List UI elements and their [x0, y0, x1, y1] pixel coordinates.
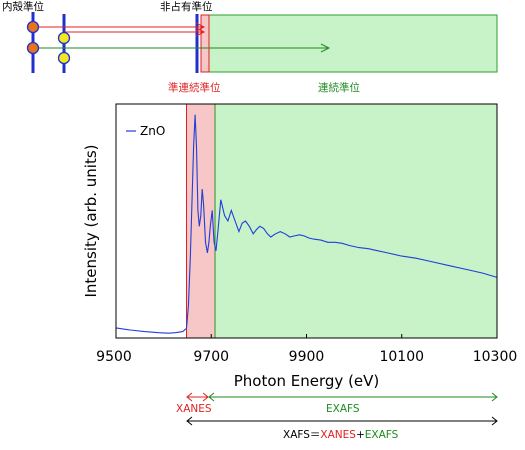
range-annotations: XANES EXAFS XAFS＝XANES+EXAFS — [176, 392, 498, 441]
electron-yellow-2 — [57, 51, 71, 65]
xanes-label: XANES — [176, 403, 212, 415]
x-tick-label-9700: 9700 — [193, 349, 229, 365]
xanes-range-arrow — [186, 392, 209, 402]
exafs-label: EXAFS — [326, 403, 360, 415]
x-tick-label-10100: 10100 — [379, 349, 424, 365]
exafs-region — [214, 103, 498, 339]
core-electron-orange-2 — [26, 41, 40, 55]
excitation-arrow-red — [33, 22, 206, 37]
energy-level-diagram: 内殻準位 非占有準位 準連続準位 連続準位 — [2, 0, 498, 94]
excitation-arrow-green — [33, 43, 331, 53]
zno-series-line — [115, 114, 498, 334]
quasi-continuum-label: 準連続準位 — [168, 81, 221, 94]
xafs-plus: + — [356, 429, 365, 441]
x-tick-label-9900: 9900 — [289, 349, 325, 365]
xafs-equals: ＝ — [310, 429, 321, 441]
xafs-exafs-term: EXAFS — [365, 429, 399, 441]
xafs-range-arrow — [186, 416, 498, 426]
electron-yellow-1 — [57, 31, 71, 45]
unoccupied-level-label: 非占有準位 — [160, 0, 213, 13]
core-electron-orange-1 — [26, 20, 40, 34]
continuum-label: 連続準位 — [318, 81, 360, 94]
core-level-label: 内殻準位 — [2, 0, 44, 13]
xafs-xanes-term: XANES — [320, 429, 356, 441]
xafs-equation: XAFS＝XANES+EXAFS — [283, 429, 399, 441]
y-axis-label: Intensity (arb. units) — [82, 144, 100, 297]
region-shading — [185, 103, 498, 339]
continuum-band — [207, 14, 498, 73]
x-tick-label-10300: 10300 — [473, 349, 518, 365]
x-axis-label: Photon Energy (eV) — [234, 372, 380, 390]
x-tick-label-9500: 9500 — [96, 349, 132, 365]
xafs-prefix: XAFS — [283, 429, 310, 441]
legend: ZnO — [126, 124, 165, 138]
quasi-continuum-band — [200, 14, 210, 73]
spectrum-chart: 9500 9700 9900 10100 10300 Photon Energy (eV… — [82, 103, 517, 390]
legend-label-zno: ZnO — [140, 124, 165, 138]
x-axis-ticks: 9500 9700 9900 10100 10300 — [96, 334, 517, 365]
exafs-range-arrow — [208, 392, 498, 402]
